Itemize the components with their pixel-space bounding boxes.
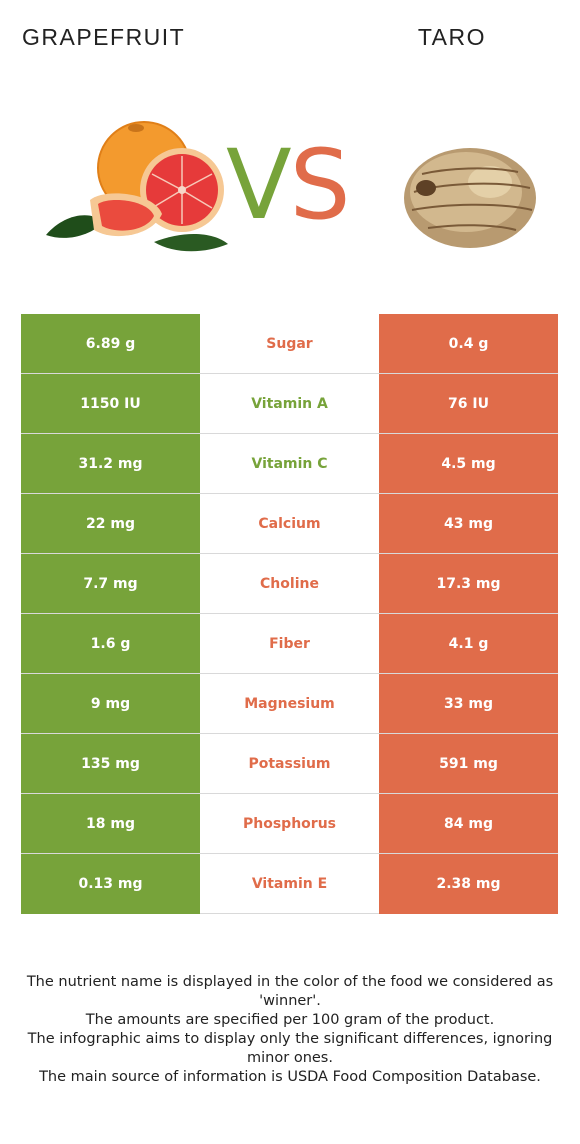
left-food-title: GRAPEFRUIT (22, 24, 186, 50)
grapefruit-value: 31.2 mg (21, 433, 200, 494)
table-row: 31.2 mg Vitamin C 4.5 mg (21, 433, 558, 494)
right-food-title: TARO (417, 24, 486, 50)
table-row: 7.7 mg Choline 17.3 mg (21, 553, 558, 614)
grapefruit-value: 6.89 g (21, 314, 200, 374)
nutrient-name: Magnesium (200, 673, 379, 734)
taro-value: 2.38 mg (379, 853, 558, 914)
table-row: 9 mg Magnesium 33 mg (21, 673, 558, 734)
nutrient-name: Calcium (200, 493, 379, 554)
nutrient-name: Phosphorus (200, 793, 379, 854)
taro-value: 17.3 mg (379, 553, 558, 614)
grapefruit-value: 22 mg (21, 493, 200, 554)
nutrient-name: Sugar (200, 314, 379, 374)
nutrient-name: Vitamin C (200, 433, 379, 494)
taro-value: 4.1 g (379, 613, 558, 674)
nutrient-comparison-table: 6.89 g Sugar 0.4 g 1150 IU Vitamin A 76 IU 31.… (21, 314, 558, 914)
taro-value: 43 mg (379, 493, 558, 554)
table-row: 135 mg Potassium 591 mg (21, 733, 558, 794)
table-row: 18 mg Phosphorus 84 mg (21, 793, 558, 854)
grapefruit-value: 9 mg (21, 673, 200, 734)
nutrient-name: Vitamin A (200, 373, 379, 434)
taro-value: 0.4 g (379, 314, 558, 374)
grapefruit-value: 1.6 g (21, 613, 200, 674)
taro-image (398, 140, 540, 252)
grapefruit-value: 135 mg (21, 733, 200, 794)
footer-line-3: The infographic aims to display only the… (27, 1031, 553, 1066)
taro-value: 4.5 mg (379, 433, 558, 494)
table-row: 22 mg Calcium 43 mg (21, 493, 558, 554)
footer-line-1: The nutrient name is displayed in the co… (26, 974, 554, 1009)
taro-value: 84 mg (379, 793, 558, 854)
nutrient-name: Choline (200, 553, 379, 614)
taro-value: 591 mg (379, 733, 558, 794)
vs-s: S (289, 129, 351, 241)
taro-value: 33 mg (379, 673, 558, 734)
nutrient-name: Fiber (200, 613, 379, 674)
vs-v: V (226, 129, 292, 241)
nutrient-name: Vitamin E (200, 853, 379, 914)
table-row: 1.6 g Fiber 4.1 g (21, 613, 558, 674)
taro-value: 76 IU (379, 373, 558, 434)
table-row: 0.13 mg Vitamin E 2.38 mg (21, 853, 558, 914)
grapefruit-value: 1150 IU (21, 373, 200, 434)
table-row: 6.89 g Sugar 0.4 g (21, 314, 558, 374)
grapefruit-image (44, 118, 234, 260)
footer-notes: The nutrient name is displayed in the co… (20, 973, 560, 1087)
vs-label: VS (226, 137, 351, 233)
footer-line-2: The amounts are specified per 100 gram o… (85, 1012, 495, 1028)
nutrient-name: Potassium (200, 733, 379, 794)
grapefruit-value: 7.7 mg (21, 553, 200, 614)
grapefruit-value: 18 mg (21, 793, 200, 854)
grapefruit-value: 0.13 mg (21, 853, 200, 914)
table-row: 1150 IU Vitamin A 76 IU (21, 373, 558, 434)
footer-line-4: The main source of information is USDA F… (39, 1069, 541, 1085)
